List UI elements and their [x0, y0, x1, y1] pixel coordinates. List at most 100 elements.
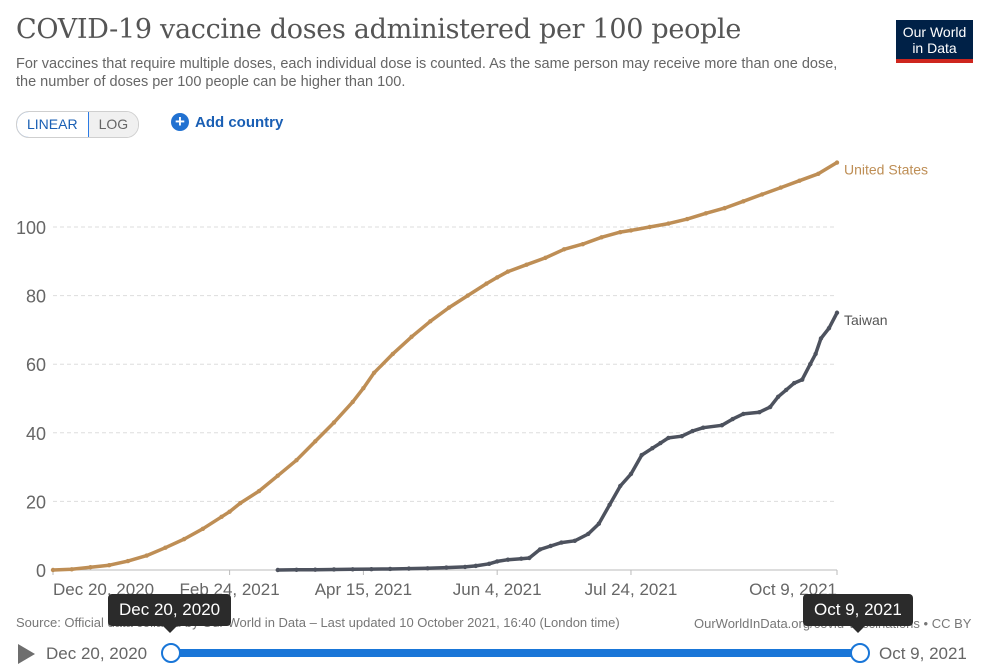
- data-point: [294, 567, 299, 573]
- data-point: [684, 216, 690, 222]
- logo-line-2: in Data: [912, 40, 957, 56]
- data-point: [519, 556, 524, 561]
- timeline-end-handle[interactable]: [850, 643, 870, 663]
- x-tick-label: Jun 4, 2021: [453, 580, 542, 599]
- data-point: [607, 502, 612, 508]
- data-point: [331, 420, 337, 425]
- y-tick-label: 60: [26, 355, 46, 375]
- series-label: United States: [844, 162, 928, 178]
- data-point: [778, 185, 784, 190]
- data-point: [596, 521, 602, 526]
- y-tick-label: 40: [26, 424, 46, 444]
- chart-subtitle: For vaccines that require multiple doses…: [16, 56, 838, 90]
- data-point: [628, 228, 634, 233]
- data-point: [88, 565, 93, 570]
- data-point: [494, 275, 500, 280]
- data-point: [425, 566, 430, 571]
- series-line-taiwan: [276, 311, 839, 572]
- series-line-united-states: [51, 160, 839, 572]
- scale-toggle: LINEAR LOG: [16, 111, 140, 138]
- timeline-start-label: Dec 20, 2020: [46, 644, 148, 663]
- data-point: [703, 211, 709, 216]
- data-point: [818, 336, 824, 341]
- play-icon[interactable]: [18, 644, 35, 664]
- data-point: [834, 160, 840, 165]
- data-point: [256, 488, 262, 494]
- data-point: [428, 319, 433, 324]
- data-point: [834, 310, 840, 315]
- data-point: [313, 439, 318, 444]
- data-point: [238, 500, 243, 506]
- data-point: [106, 562, 112, 568]
- data-point: [618, 229, 623, 235]
- data-point: [690, 428, 695, 434]
- data-point: [679, 434, 685, 439]
- data-point: [775, 394, 781, 399]
- data-point: [462, 564, 468, 570]
- data-point: [505, 269, 511, 274]
- data-point: [125, 558, 131, 564]
- timeline-start-handle[interactable]: [161, 643, 181, 663]
- data-point: [369, 566, 374, 572]
- data-point: [446, 305, 452, 310]
- owid-logo[interactable]: Our World in Data: [896, 20, 973, 63]
- add-country-label: Add country: [195, 113, 284, 131]
- data-point: [580, 241, 586, 247]
- y-tick-label: 20: [26, 492, 46, 512]
- data-point: [730, 416, 735, 422]
- data-point: [808, 362, 813, 367]
- data-point: [505, 557, 511, 562]
- data-point: [816, 171, 821, 177]
- data-point: [783, 387, 789, 393]
- data-point: [618, 483, 623, 489]
- data-point: [486, 561, 492, 567]
- data-point: [275, 473, 280, 478]
- data-point: [537, 547, 543, 552]
- data-point: [181, 536, 187, 542]
- grid-lines: [53, 226, 837, 502]
- data-point: [527, 555, 532, 561]
- data-point: [813, 351, 818, 357]
- scale-log-button[interactable]: LOG: [88, 112, 139, 137]
- series-lines: [50, 160, 840, 573]
- scale-linear-button[interactable]: LINEAR: [17, 112, 89, 137]
- data-point: [524, 262, 529, 267]
- add-country-button[interactable]: + Add country: [171, 113, 283, 131]
- data-point: [561, 247, 567, 252]
- data-point: [741, 199, 746, 204]
- data-point: [647, 224, 652, 230]
- timeline-end-tooltip: Oct 9, 2021: [803, 594, 913, 633]
- data-point: [275, 567, 280, 573]
- data-point: [767, 404, 773, 410]
- data-point: [390, 351, 396, 357]
- data-point: [572, 538, 577, 544]
- data-point: [757, 410, 762, 415]
- data-point: [741, 411, 746, 417]
- data-point: [759, 192, 765, 197]
- series-labels: United States Taiwan: [844, 162, 928, 328]
- data-point: [163, 545, 168, 550]
- data-point: [69, 567, 74, 572]
- data-point: [701, 425, 706, 430]
- data-point: [387, 566, 393, 572]
- data-point: [361, 386, 366, 391]
- y-axis-ticks: 0 20 40 60 80 100: [16, 218, 46, 581]
- data-point: [219, 514, 224, 520]
- data-point: [350, 567, 355, 572]
- data-point: [797, 178, 802, 183]
- data-point: [639, 452, 644, 458]
- data-point: [719, 423, 725, 428]
- data-point: [484, 281, 489, 286]
- timeline-track[interactable]: [170, 649, 859, 657]
- data-point: [294, 458, 299, 463]
- data-point: [543, 255, 548, 261]
- x-tick-label: Apr 15, 2021: [315, 580, 412, 599]
- data-point: [227, 509, 232, 514]
- data-point: [585, 531, 591, 537]
- timeline-end-label: Oct 9, 2021: [879, 644, 967, 663]
- data-point: [650, 446, 655, 451]
- data-point: [371, 370, 377, 375]
- data-point: [494, 559, 500, 564]
- data-point: [548, 543, 553, 549]
